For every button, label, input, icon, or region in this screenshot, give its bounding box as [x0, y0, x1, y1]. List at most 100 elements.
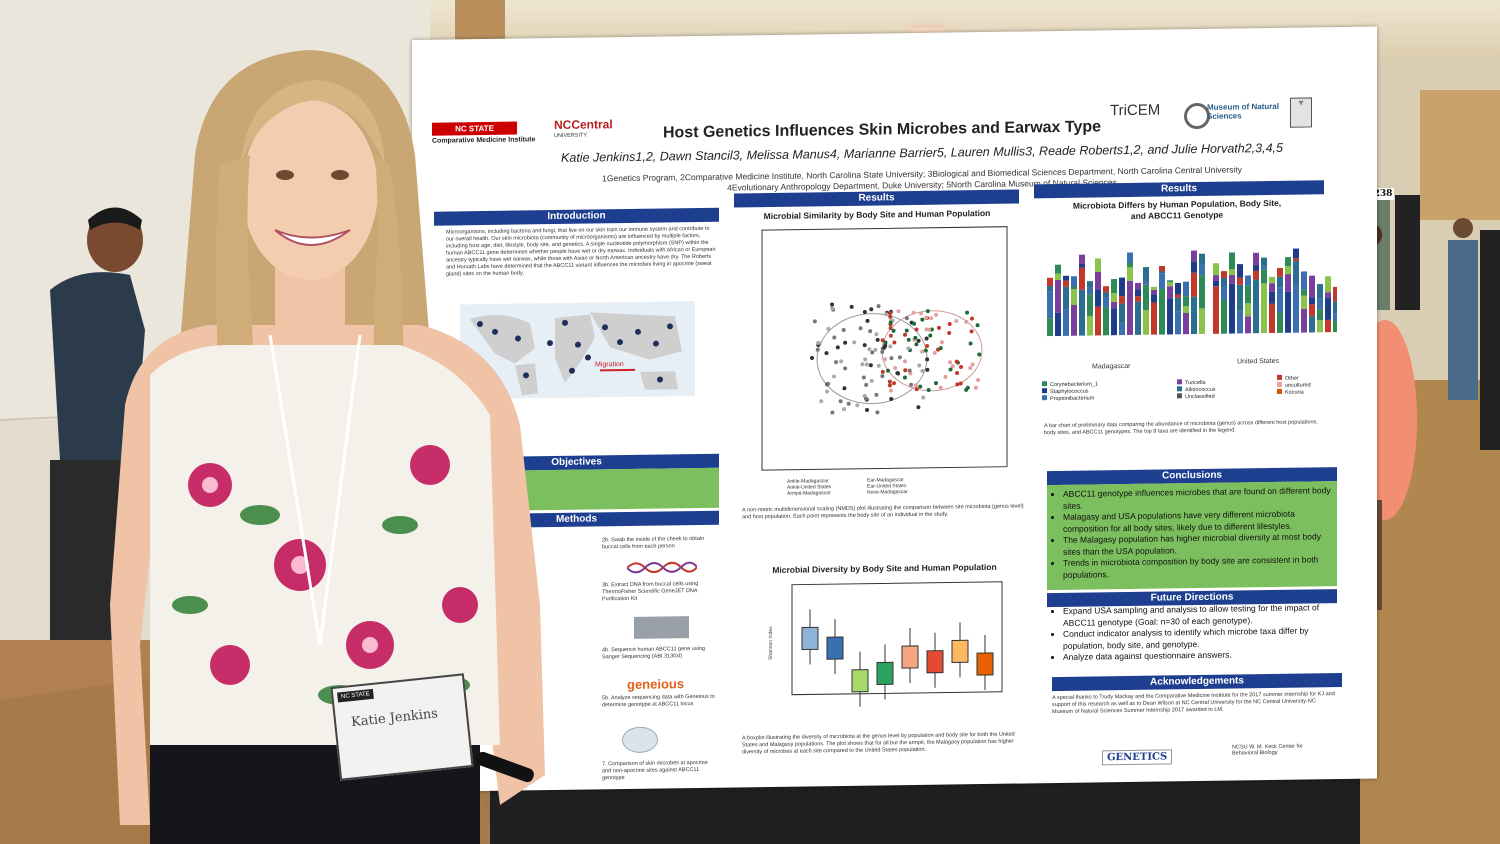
nmds-point: [916, 405, 921, 410]
boxplot-box: [851, 669, 869, 693]
nmds-point: [830, 410, 835, 415]
stacked-bar-segment: [1237, 284, 1243, 312]
nmds-point: [880, 349, 885, 354]
museum-logo: Museum of Natural Sciences: [1207, 101, 1280, 121]
bar-legend-item: Other: [1285, 376, 1299, 382]
stacked-bar-segment: [1135, 289, 1141, 297]
method-step-2b: 2b. Swab the inside of the cheek to obta…: [602, 535, 705, 551]
stacked-bar-segment: [1063, 286, 1069, 310]
nmds-point: [892, 340, 897, 345]
stacked-bar-segment: [1285, 291, 1291, 333]
bar-chart-title-2: and ABCC11 Genotype: [1130, 209, 1224, 221]
nmds-point: [874, 332, 879, 337]
conclusions-box: ABCC11 genotype influences microbes that…: [1047, 481, 1337, 591]
nmds-point: [865, 318, 870, 323]
nmds-point: [936, 325, 941, 330]
nmds-point: [918, 384, 923, 389]
nmds-point: [824, 351, 829, 356]
nmds-point: [852, 340, 857, 345]
stacked-bar-segment: [1175, 282, 1181, 295]
stacked-bar-segment: [1103, 292, 1109, 298]
nmds-point: [864, 362, 869, 367]
results-heading-right: Results: [1034, 180, 1324, 199]
nmds-point: [882, 357, 887, 362]
stacked-bar-segment: [1055, 264, 1061, 274]
stacked-bar-segment: [1127, 262, 1133, 268]
nmds-point: [842, 407, 847, 412]
stacked-bar-segment: [1317, 298, 1323, 310]
nmds-point: [841, 328, 846, 333]
stacked-bar-segment: [1047, 285, 1053, 292]
nmds-point: [875, 337, 880, 342]
nmds-point: [880, 374, 885, 379]
nmds-point: [888, 326, 893, 331]
nmds-point: [904, 328, 909, 333]
nmds-point: [887, 383, 892, 388]
stacked-bar-segment: [1135, 282, 1141, 290]
nmds-point: [886, 368, 891, 373]
stacked-bar-segment: [1191, 272, 1197, 297]
nmds-point: [914, 342, 919, 347]
stacked-bar-segment: [1055, 273, 1061, 281]
boxplot-box: [876, 661, 894, 686]
stacked-bar-segment: [1301, 271, 1307, 290]
stacked-bar-segment: [1119, 303, 1125, 323]
stacked-bar-segment: [1199, 264, 1205, 276]
stacked-bar-segment: [1293, 261, 1299, 286]
nmds-point: [954, 318, 959, 323]
far-easel-number: 238: [1372, 188, 1394, 200]
nmds-legend-item: Ear-United States: [867, 483, 907, 490]
nmds-point: [902, 359, 907, 364]
nmds-point: [862, 343, 867, 348]
nmds-point: [819, 399, 824, 404]
nmds-point: [965, 310, 970, 315]
stacked-bar-segment: [1103, 297, 1109, 308]
bar-legend-item: uncultured: [1285, 382, 1311, 388]
nmds-point: [861, 375, 866, 380]
bar-legend-item: Turicella: [1185, 380, 1207, 386]
nmds-point: [970, 362, 975, 367]
stacked-bar-segment: [1143, 284, 1149, 311]
nmds-point: [888, 344, 893, 349]
stacked-bar-segment: [1269, 291, 1275, 304]
stacked-bar-segment: [1261, 269, 1267, 284]
presenter-person: [110, 50, 545, 844]
nmds-point: [830, 306, 835, 311]
stacked-bar-segment: [1293, 248, 1299, 259]
stacked-bar-segment: [1103, 307, 1109, 336]
boxplot-box: [926, 650, 944, 674]
nmds-point: [839, 359, 844, 364]
stacked-bar-segment: [1103, 286, 1109, 293]
genetics-logo: GENETICS: [1102, 749, 1173, 766]
nmds-point: [903, 368, 908, 373]
stacked-bar-segment: [1277, 287, 1283, 313]
nmds-point: [888, 320, 893, 325]
nmds-point: [954, 359, 959, 364]
stacked-bar-segment: [1151, 289, 1157, 295]
stacked-bar-segment: [1071, 289, 1077, 306]
nmds-point: [973, 385, 978, 390]
stacked-bar-segment: [1213, 263, 1219, 276]
nmds-point: [933, 381, 938, 386]
nmds-point: [968, 365, 973, 370]
boxplot-box: [901, 645, 919, 669]
nmds-legend-item: Armpit-Madagascar: [787, 490, 831, 497]
nmds-point: [916, 338, 921, 343]
nmds-point: [948, 367, 953, 372]
stacked-bar-segment: [1087, 281, 1093, 288]
stacked-bar-segment: [1199, 253, 1205, 265]
nmds-point: [926, 388, 931, 393]
nmds-point: [914, 387, 919, 392]
stacked-bar-segment: [1245, 303, 1251, 317]
stacked-bar-segment: [1333, 286, 1337, 302]
nmds-point: [891, 328, 896, 333]
nmds-point: [959, 364, 964, 369]
badge-logo: NC STATE: [337, 688, 374, 703]
stacked-bar-segment: [1301, 308, 1307, 333]
stacked-bar-segment: [1309, 304, 1315, 316]
nmds-point: [947, 321, 952, 326]
nmds-point: [880, 369, 885, 374]
nmds-point: [921, 395, 926, 400]
boxplot-box: [801, 626, 819, 651]
nmds-point: [950, 364, 955, 369]
